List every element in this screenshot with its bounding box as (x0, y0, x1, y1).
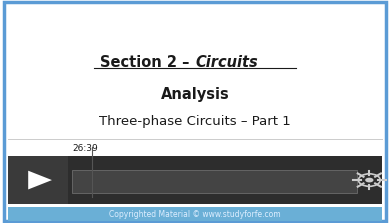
FancyBboxPatch shape (72, 169, 357, 194)
FancyBboxPatch shape (8, 207, 382, 221)
Text: Copyrighted Material © www.studyforfe.com: Copyrighted Material © www.studyforfe.co… (109, 210, 281, 219)
Circle shape (365, 178, 374, 182)
Text: 26:39: 26:39 (72, 144, 98, 153)
FancyBboxPatch shape (8, 156, 382, 204)
FancyBboxPatch shape (4, 2, 386, 221)
FancyBboxPatch shape (8, 156, 68, 204)
Text: Three-phase Circuits – Part 1: Three-phase Circuits – Part 1 (99, 115, 291, 128)
Text: Section 2 –: Section 2 – (101, 55, 195, 70)
Polygon shape (28, 171, 52, 190)
Text: Analysis: Analysis (161, 87, 229, 102)
Text: Circuits: Circuits (195, 55, 258, 70)
